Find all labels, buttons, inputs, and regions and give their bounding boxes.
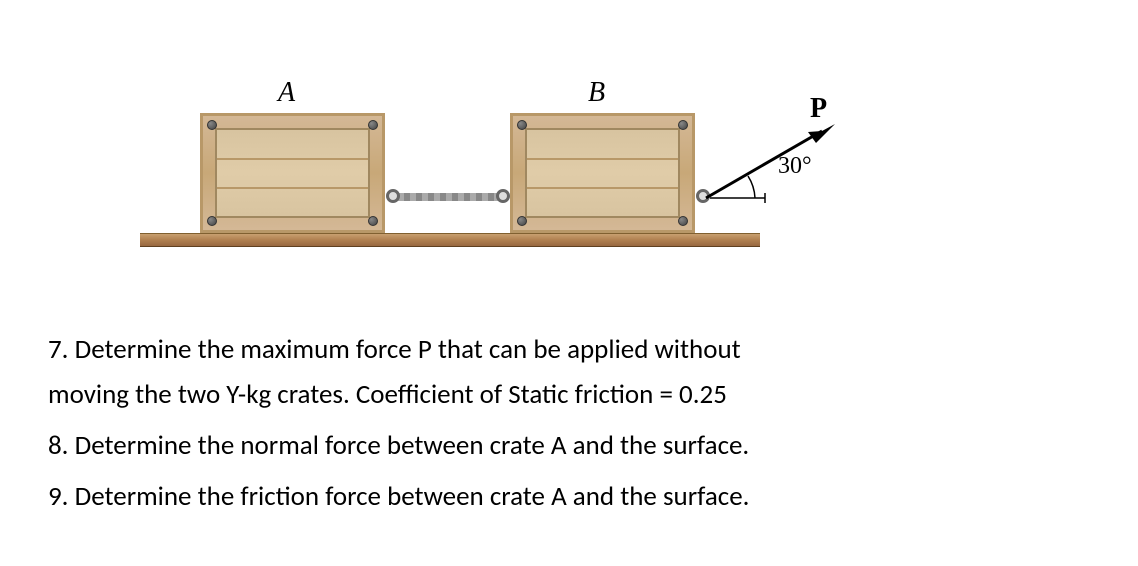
crate-a-panel bbox=[215, 128, 370, 218]
questions-block: 7. Determine the maximum force P that ca… bbox=[48, 330, 1078, 523]
crate-b bbox=[510, 113, 695, 233]
physics-diagram: A B P 30° bbox=[140, 65, 890, 265]
question-7-line2: moving the two Y-kg crates. Coefficient … bbox=[48, 375, 1078, 414]
question-8: 8. Determine the normal force between cr… bbox=[48, 426, 1078, 465]
force-p-label: P bbox=[810, 93, 827, 125]
force-arrow-svg bbox=[700, 80, 870, 220]
rope-connector bbox=[392, 193, 502, 201]
angle-value: 30 bbox=[778, 153, 802, 179]
question-9: 9. Determine the friction force between … bbox=[48, 477, 1078, 516]
crate-b-label: B bbox=[588, 77, 605, 109]
q7-pre: moving the two bbox=[48, 378, 226, 411]
q7-post: -kg crates. Coefficient of Static fricti… bbox=[238, 378, 727, 411]
degree-symbol: ° bbox=[802, 153, 812, 179]
ground-surface bbox=[140, 233, 760, 247]
angle-label: 30° bbox=[778, 153, 812, 180]
crate-a bbox=[200, 113, 385, 233]
question-7-line1: 7. Determine the maximum force P that ca… bbox=[48, 330, 1078, 369]
hook-icon bbox=[386, 189, 400, 203]
crate-a-label: A bbox=[278, 77, 295, 109]
q7-mass-value: Y bbox=[226, 378, 238, 411]
hook-icon bbox=[496, 189, 510, 203]
crate-b-panel bbox=[525, 128, 680, 218]
